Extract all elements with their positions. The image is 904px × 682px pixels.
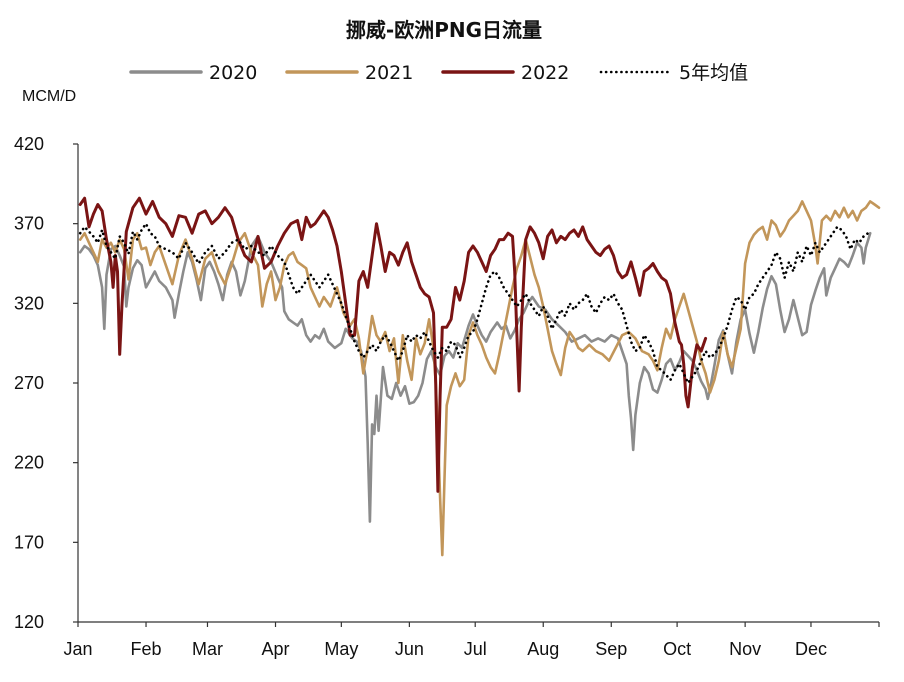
x-tick-label-aug: Aug (527, 639, 559, 659)
x-tick-label-jun: Jun (395, 639, 424, 659)
series-line-2021 (78, 200, 881, 557)
y-tick-label: 320 (14, 293, 44, 313)
y-tick-label: 420 (14, 134, 44, 154)
x-tick-label-sep: Sep (595, 639, 627, 659)
y-tick-label: 220 (14, 453, 44, 473)
y-tick-label: 270 (14, 373, 44, 393)
legend-label: 2021 (365, 62, 413, 84)
x-tick-label-nov: Nov (729, 639, 761, 659)
legend-label: 5年均值 (679, 62, 748, 84)
y-tick-label: 120 (14, 612, 44, 632)
y-axis: 120 170 220 270 320 370 420 (14, 134, 78, 632)
x-tick-label-dec: Dec (795, 639, 827, 659)
legend: 2020 2021 2022 5年均值 (129, 62, 748, 84)
legend-label: 2020 (209, 62, 257, 84)
y-axis-unit-label: MCM/D (22, 88, 76, 105)
x-tick-label-oct: Oct (663, 639, 691, 659)
legend-label: 2022 (521, 62, 569, 84)
chart-title: 挪威-欧洲PNG日流量 (346, 18, 542, 42)
x-axis: Jan Feb Mar Apr May Jun Jul Aug Sep Oct Nov Dec (63, 622, 880, 659)
y-tick-label: 370 (14, 214, 44, 234)
y-tick-label: 170 (14, 532, 44, 552)
x-tick-label-apr: Apr (261, 639, 289, 659)
series-line-5yr-avg (78, 222, 870, 385)
x-tick-label-may: May (324, 639, 358, 659)
series-line-2020 (78, 231, 872, 523)
x-tick-label-mar: Mar (192, 639, 223, 659)
x-tick-label-jul: Jul (464, 639, 487, 659)
x-tick-label-jan: Jan (63, 639, 92, 659)
plot-area (78, 196, 881, 557)
x-tick-label-feb: Feb (131, 639, 162, 659)
series-line-2022 (78, 196, 708, 493)
